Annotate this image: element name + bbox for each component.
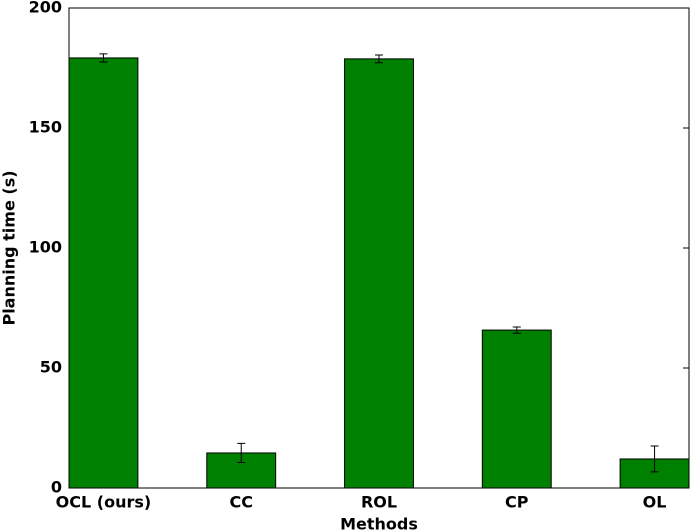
y-tick-label: 100: [29, 238, 62, 257]
x-axis-label: Methods: [340, 515, 418, 532]
y-tick-label: 0: [51, 478, 62, 497]
plot-frame: [68, 7, 690, 489]
error-bar: [237, 442, 246, 464]
y-axis-label: Planning time (s): [0, 170, 19, 325]
y-tick-label: 50: [40, 358, 62, 377]
x-tick-label: OL: [643, 493, 667, 512]
bar: [344, 58, 414, 489]
x-tick-label: CC: [229, 493, 252, 512]
x-tick-label: OCL (ours): [56, 493, 152, 512]
error-bar: [512, 326, 521, 334]
y-tick-label: 150: [29, 118, 62, 137]
bar: [481, 329, 552, 489]
bar: [68, 57, 139, 489]
x-tick-label: CP: [505, 493, 529, 512]
y-tick-label: 200: [29, 0, 62, 17]
error-bar: [99, 53, 108, 63]
error-bar: [375, 54, 383, 64]
error-bar: [650, 445, 659, 473]
x-tick-label: ROL: [361, 493, 397, 512]
